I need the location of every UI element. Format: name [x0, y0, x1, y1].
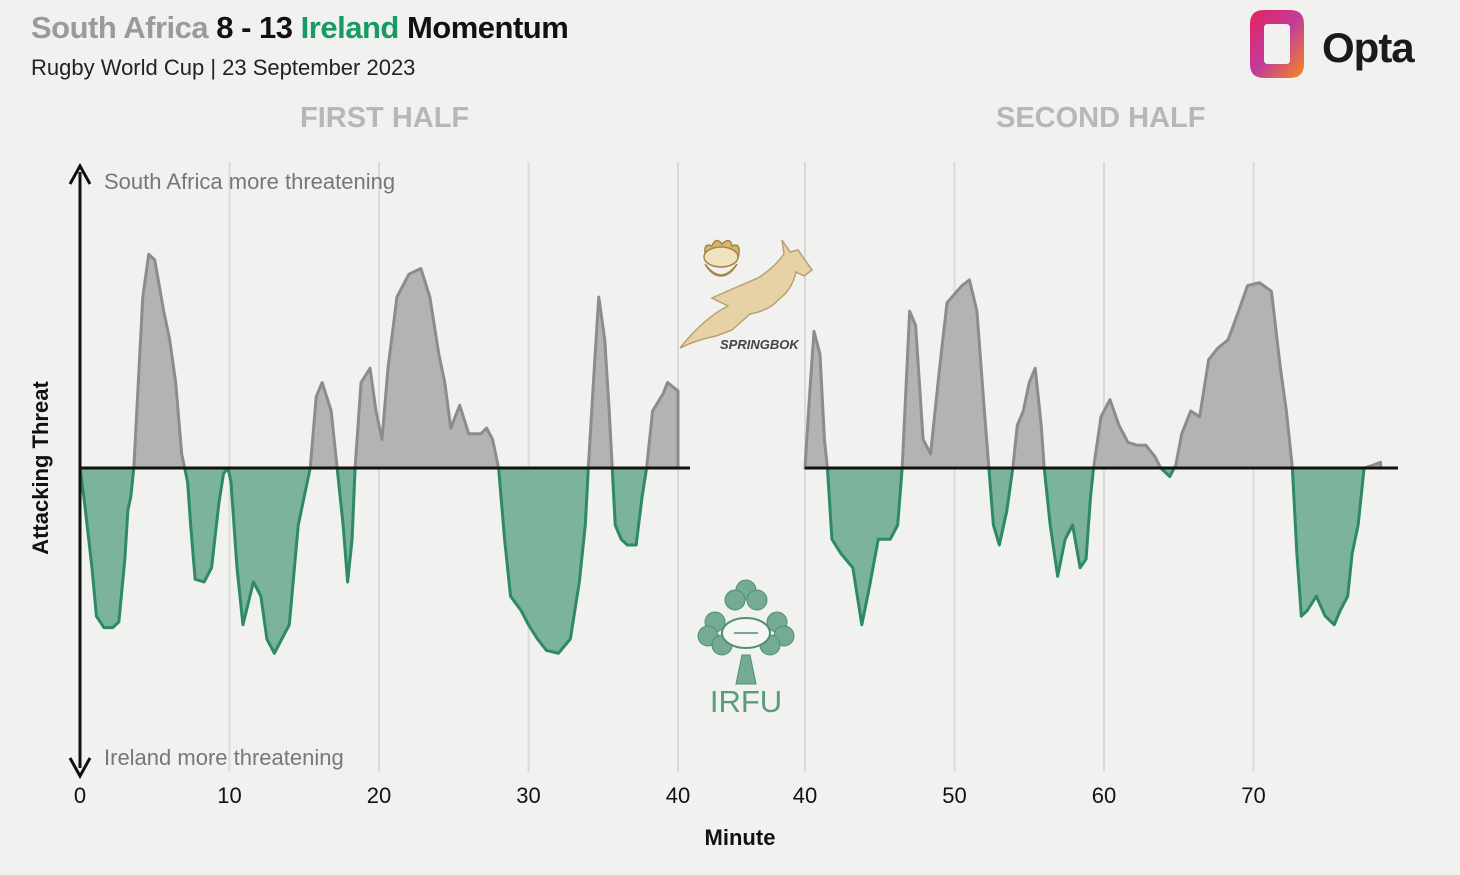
x-tick-label: 0 — [74, 783, 86, 808]
opta-logo-text: Opta — [1322, 24, 1415, 71]
ireland-threat-area — [803, 468, 1383, 627]
x-tick-labels: 0 10 20 30 40 40 50 60 70 — [74, 783, 1266, 808]
opta-logo: Opta — [1246, 8, 1446, 80]
x-tick-label: 20 — [367, 783, 391, 808]
opta-logo-icon — [1250, 10, 1304, 78]
x-tick-label: 10 — [217, 783, 241, 808]
x-tick-label: 50 — [942, 783, 966, 808]
protea-crest-icon — [703, 239, 740, 277]
page-title: South Africa 8 - 13 Ireland Momentum — [31, 10, 569, 46]
x-tick-label: 30 — [516, 783, 540, 808]
y-axis-arrow-down — [68, 757, 92, 780]
x-tick-label: 40 — [793, 783, 817, 808]
annotation-bottom: Ireland more threatening — [104, 745, 344, 770]
irfu-badge-text: IRFU — [710, 684, 782, 719]
south-africa-threat-area — [803, 278, 1383, 468]
x-tick-label: 70 — [1241, 783, 1265, 808]
irfu-badge: IRFU — [697, 579, 795, 719]
annotation-top: South Africa more threatening — [104, 169, 395, 194]
momentum-areas — [78, 252, 1398, 655]
springbok-badge: SPRINGBOK — [679, 239, 814, 352]
y-axis-label: Attacking Threat — [28, 381, 53, 555]
title-suffix: Momentum — [406, 10, 569, 45]
title-score: 8 - 13 — [216, 10, 293, 45]
x-axis-label: Minute — [705, 825, 776, 850]
chart-axes — [68, 162, 92, 780]
title-home-team: South Africa — [31, 10, 209, 45]
title-away-team: Ireland — [300, 10, 400, 45]
second-half-label: SECOND HALF — [996, 102, 1206, 134]
ireland-threat-area — [78, 468, 680, 655]
south-africa-threat-area — [78, 252, 680, 468]
x-tick-label: 60 — [1092, 783, 1116, 808]
x-tick-label: 40 — [666, 783, 690, 808]
springbok-badge-text: SPRINGBOK — [720, 337, 800, 352]
y-axis-arrow-up — [68, 162, 92, 185]
page-subtitle: Rugby World Cup | 23 September 2023 — [31, 55, 416, 80]
first-half-label: FIRST HALF — [300, 102, 470, 134]
springbok-antelope-icon — [679, 239, 814, 349]
